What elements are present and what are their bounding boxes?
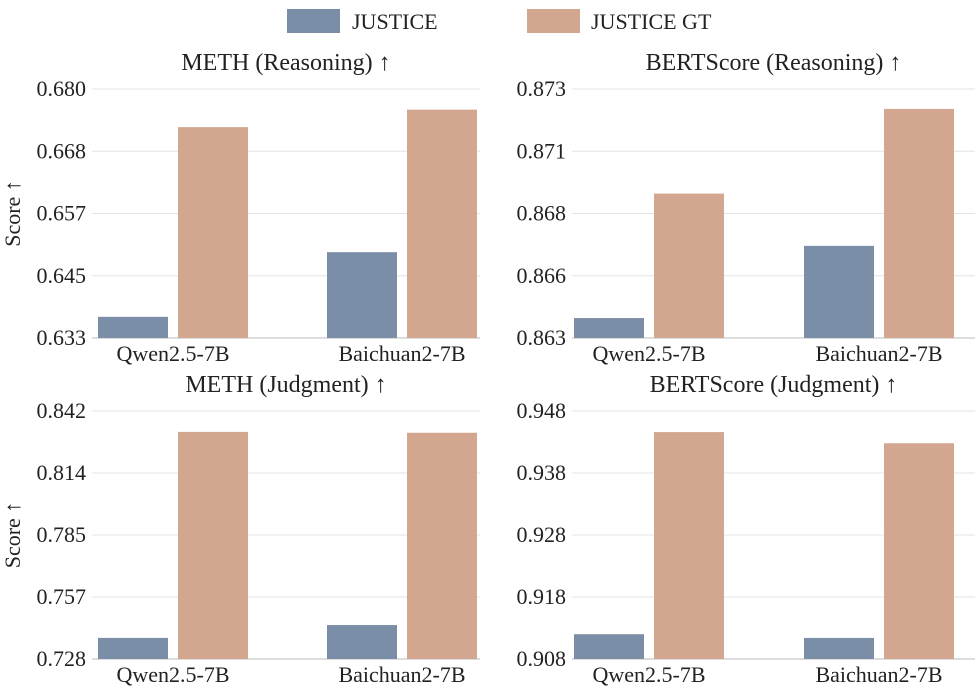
subplot-4: 0.908 0.918 0.928 0.938 0.948 BERTScore (Judg… bbox=[517, 372, 975, 687]
bar-justice bbox=[98, 316, 168, 338]
y-tick-label: 0.908 bbox=[517, 646, 567, 671]
x-tick-label: Qwen2.5-7B bbox=[116, 341, 229, 366]
y-tick-label: 0.757 bbox=[37, 584, 87, 609]
legend-label-justice-gt: JUSTICE GT bbox=[591, 9, 712, 34]
bar-justice bbox=[574, 634, 644, 659]
bar-justice-gt bbox=[407, 432, 477, 659]
legend-label-justice: JUSTICE bbox=[352, 9, 438, 34]
legend-swatch-justice-gt bbox=[527, 9, 580, 33]
y-axis-label: Score ↑ bbox=[0, 502, 25, 569]
y-tick-label: 0.728 bbox=[37, 646, 87, 671]
bar-justice-gt bbox=[178, 127, 248, 338]
y-tick-label: 0.873 bbox=[517, 76, 567, 101]
x-tick-label: Baichuan2-7B bbox=[338, 662, 465, 687]
bar-justice bbox=[327, 252, 397, 338]
y-tick-label: 0.657 bbox=[37, 201, 87, 226]
subplot-1: 0.633 0.645 0.657 0.668 0.680 METH (Reasoning… bbox=[0, 50, 480, 366]
x-tick-label: Qwen2.5-7B bbox=[592, 662, 705, 687]
y-tick-label: 0.928 bbox=[517, 522, 567, 547]
subplot-title: METH (Reasoning) ↑ bbox=[181, 50, 390, 76]
y-tick-label: 0.863 bbox=[517, 325, 567, 350]
y-tick-label: 0.918 bbox=[517, 584, 567, 609]
subplot-title: BERTScore (Reasoning) ↑ bbox=[646, 50, 902, 76]
x-tick-label: Baichuan2-7B bbox=[815, 662, 942, 687]
subplot-2: 0.863 0.866 0.868 0.871 0.873 BERTScore (Reas… bbox=[517, 50, 975, 366]
bar-justice-gt bbox=[654, 193, 724, 338]
y-tick-label: 0.680 bbox=[37, 76, 87, 101]
y-tick-label: 0.645 bbox=[37, 263, 87, 288]
bar-justice-gt bbox=[884, 108, 954, 338]
x-tick-label: Qwen2.5-7B bbox=[592, 341, 705, 366]
y-tick-label: 0.871 bbox=[517, 138, 567, 163]
x-tick-label: Baichuan2-7B bbox=[815, 341, 942, 366]
bar-justice-gt bbox=[654, 432, 724, 659]
y-tick-label: 0.948 bbox=[517, 398, 567, 423]
bar-justice bbox=[574, 318, 644, 338]
subplot-title: BERTScore (Judgment) ↑ bbox=[650, 372, 898, 398]
subplot-3: 0.728 0.757 0.785 0.814 0.842 METH (Judgment)… bbox=[0, 372, 480, 687]
y-tick-label: 0.668 bbox=[37, 138, 87, 163]
bar-justice-gt bbox=[407, 109, 477, 338]
bar-justice bbox=[804, 637, 874, 659]
y-tick-label: 0.633 bbox=[37, 325, 87, 350]
bar-justice bbox=[98, 637, 168, 659]
bar-justice-gt bbox=[884, 443, 954, 659]
y-tick-label: 0.938 bbox=[517, 460, 567, 485]
subplot-title: METH (Judgment) ↑ bbox=[185, 372, 386, 398]
bar-justice bbox=[327, 625, 397, 659]
x-tick-label: Qwen2.5-7B bbox=[116, 662, 229, 687]
y-tick-label: 0.868 bbox=[517, 201, 567, 226]
y-axis-label: Score ↑ bbox=[0, 180, 25, 247]
y-tick-label: 0.842 bbox=[37, 398, 87, 423]
legend-swatch-justice bbox=[287, 9, 340, 33]
y-tick-label: 0.866 bbox=[517, 263, 567, 288]
x-tick-label: Baichuan2-7B bbox=[338, 341, 465, 366]
legend: JUSTICE JUSTICE GT bbox=[287, 9, 712, 34]
bar-justice-gt bbox=[178, 431, 248, 659]
y-tick-label: 0.785 bbox=[37, 522, 87, 547]
y-tick-label: 0.814 bbox=[37, 460, 87, 485]
bar-justice bbox=[804, 245, 874, 338]
